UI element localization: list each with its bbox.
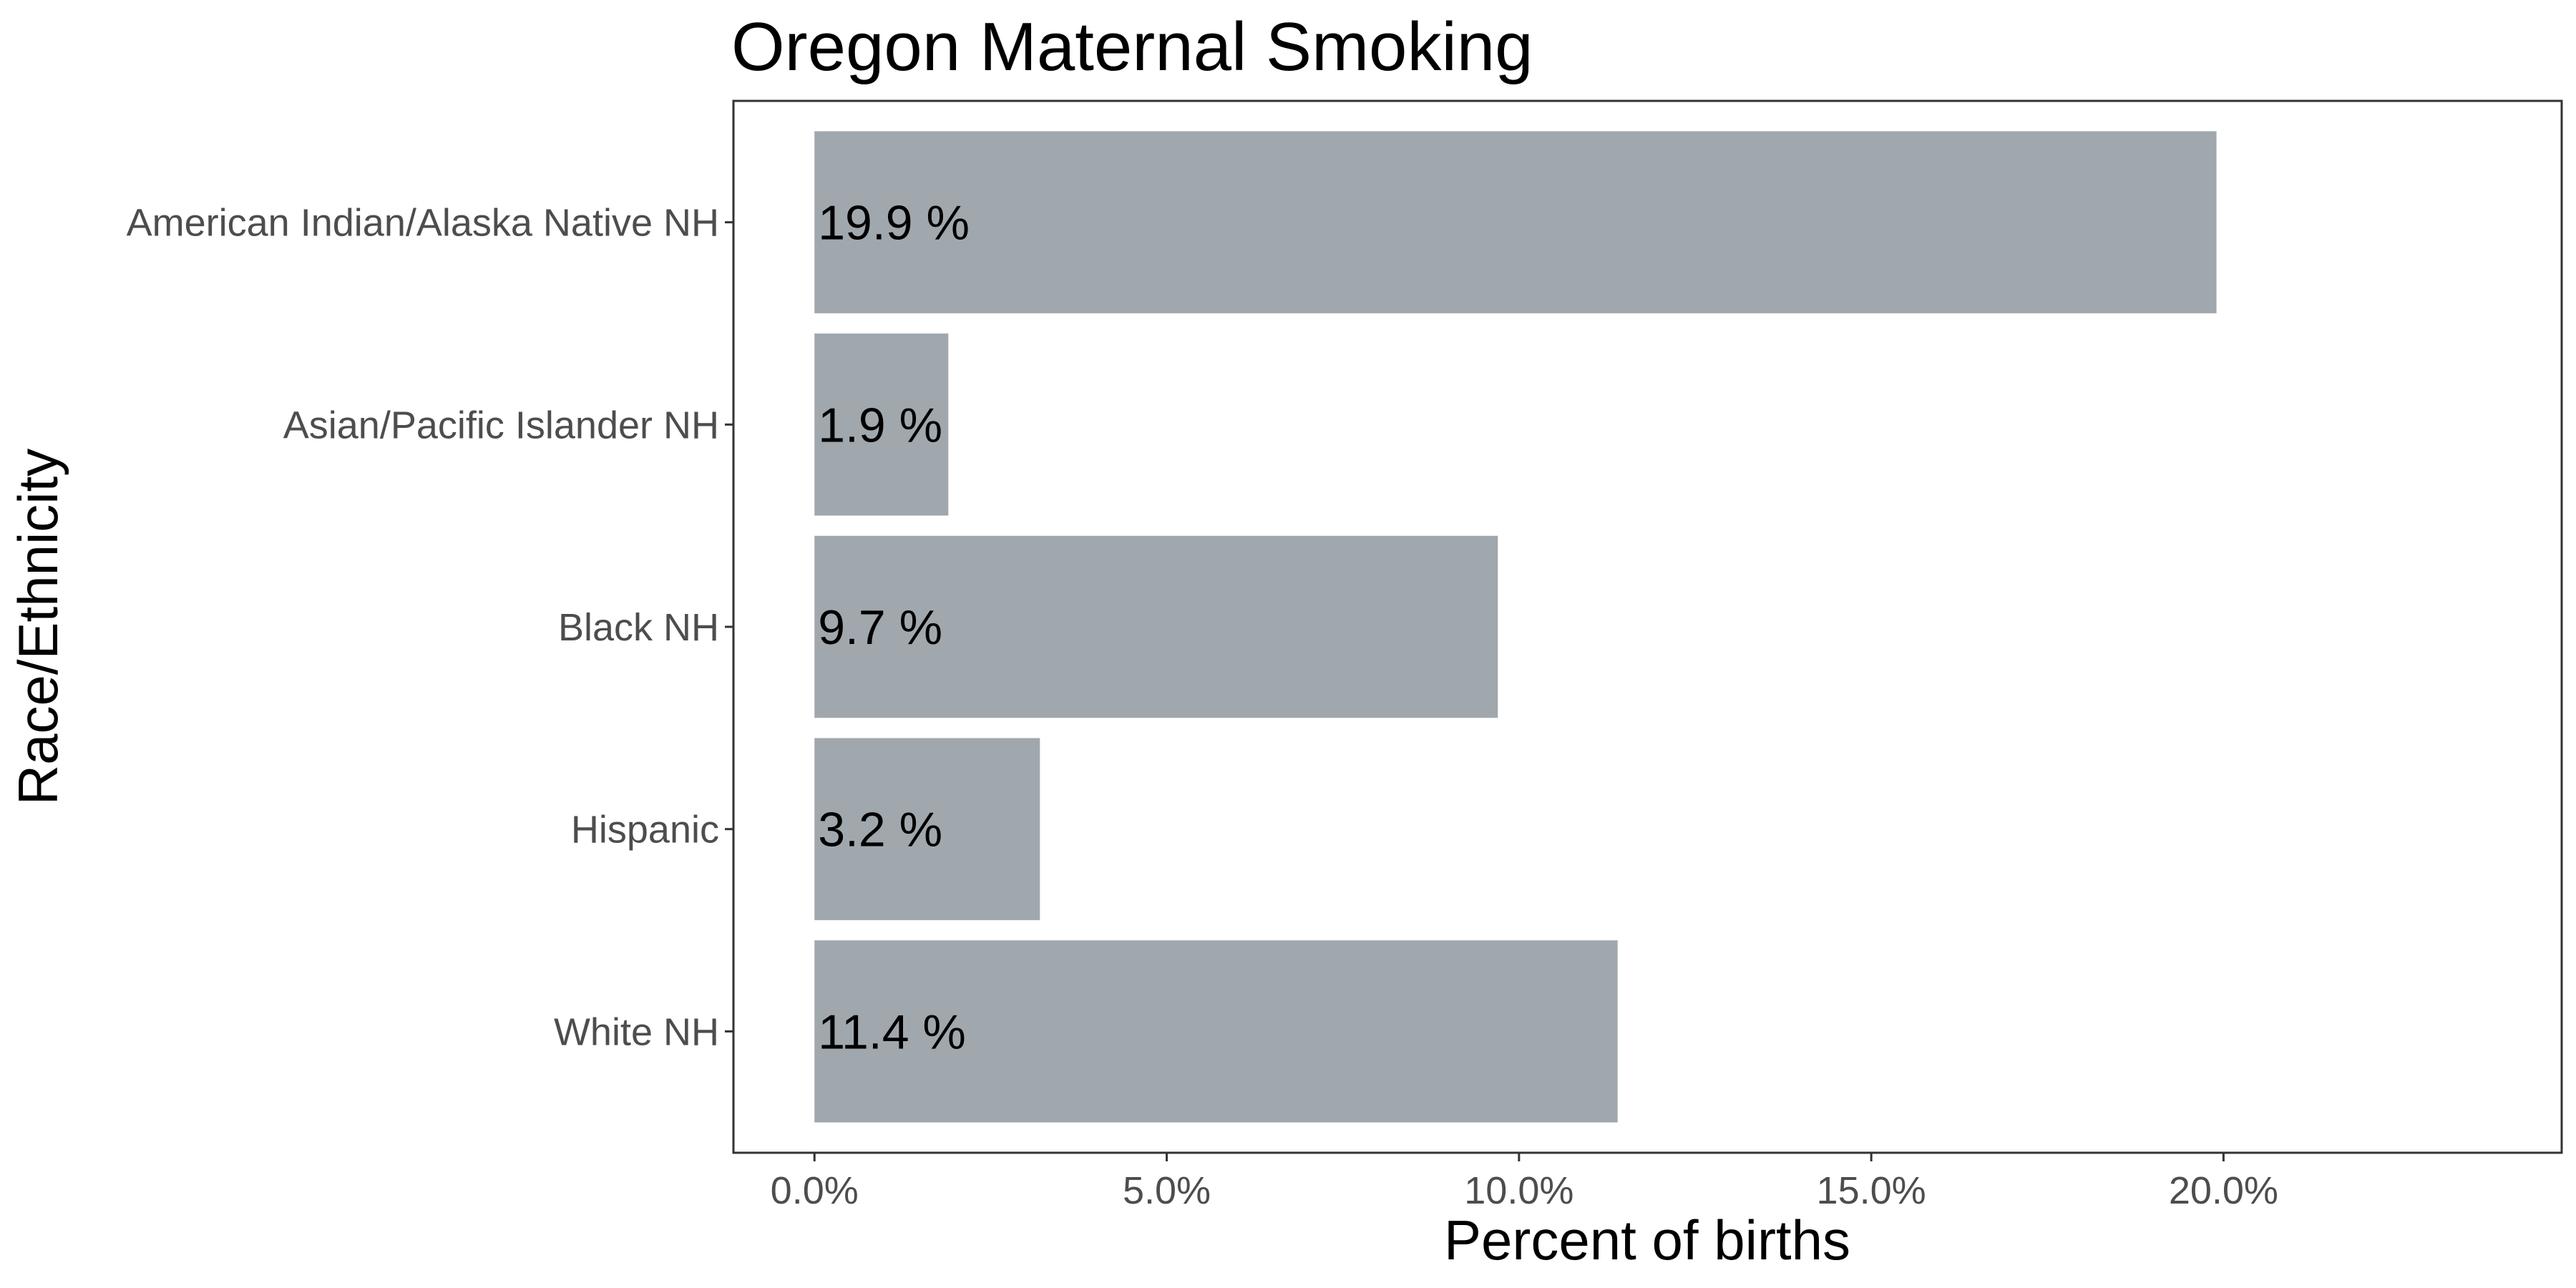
- y-tick-label: American Indian/Alaska Native NH: [127, 202, 719, 245]
- bar: [814, 333, 949, 516]
- data-label: 1.9 %: [818, 398, 942, 452]
- data-label: 3.2 %: [818, 803, 942, 857]
- y-tick-label: Asian/Pacific Islander NH: [283, 404, 719, 447]
- bar: [814, 535, 1498, 718]
- y-tick-label: White NH: [554, 1010, 719, 1053]
- y-axis: American Indian/Alaska Native NH Asian/Pa…: [127, 202, 733, 1053]
- data-label: 9.7 %: [818, 600, 942, 655]
- x-tick-label: 10.0%: [1464, 1169, 1574, 1212]
- x-tick-label: 15.0%: [1817, 1169, 1926, 1212]
- bars: [814, 131, 2217, 1123]
- data-label: 19.9 %: [818, 196, 970, 250]
- x-tick-label: 0.0%: [771, 1169, 859, 1212]
- y-axis-title: Race/Ethnicity: [6, 449, 69, 806]
- bar: [814, 940, 1618, 1123]
- x-tick-label: 5.0%: [1123, 1169, 1211, 1212]
- data-label: 11.4 %: [818, 1005, 966, 1059]
- x-axis: 0.0% 5.0% 10.0% 15.0% 20.0%: [771, 1153, 2278, 1212]
- data-labels: 19.9 % 1.9 % 9.7 % 3.2 % 11.4 %: [818, 196, 970, 1060]
- y-tick-label: Black NH: [558, 606, 719, 649]
- x-tick-label: 20.0%: [2169, 1169, 2278, 1212]
- bar: [814, 738, 1040, 920]
- chart-title: Oregon Maternal Smoking: [731, 9, 1533, 85]
- x-axis-title: Percent of births: [1444, 1209, 1850, 1272]
- bar: [814, 131, 2217, 313]
- y-tick-label: Hispanic: [571, 809, 719, 852]
